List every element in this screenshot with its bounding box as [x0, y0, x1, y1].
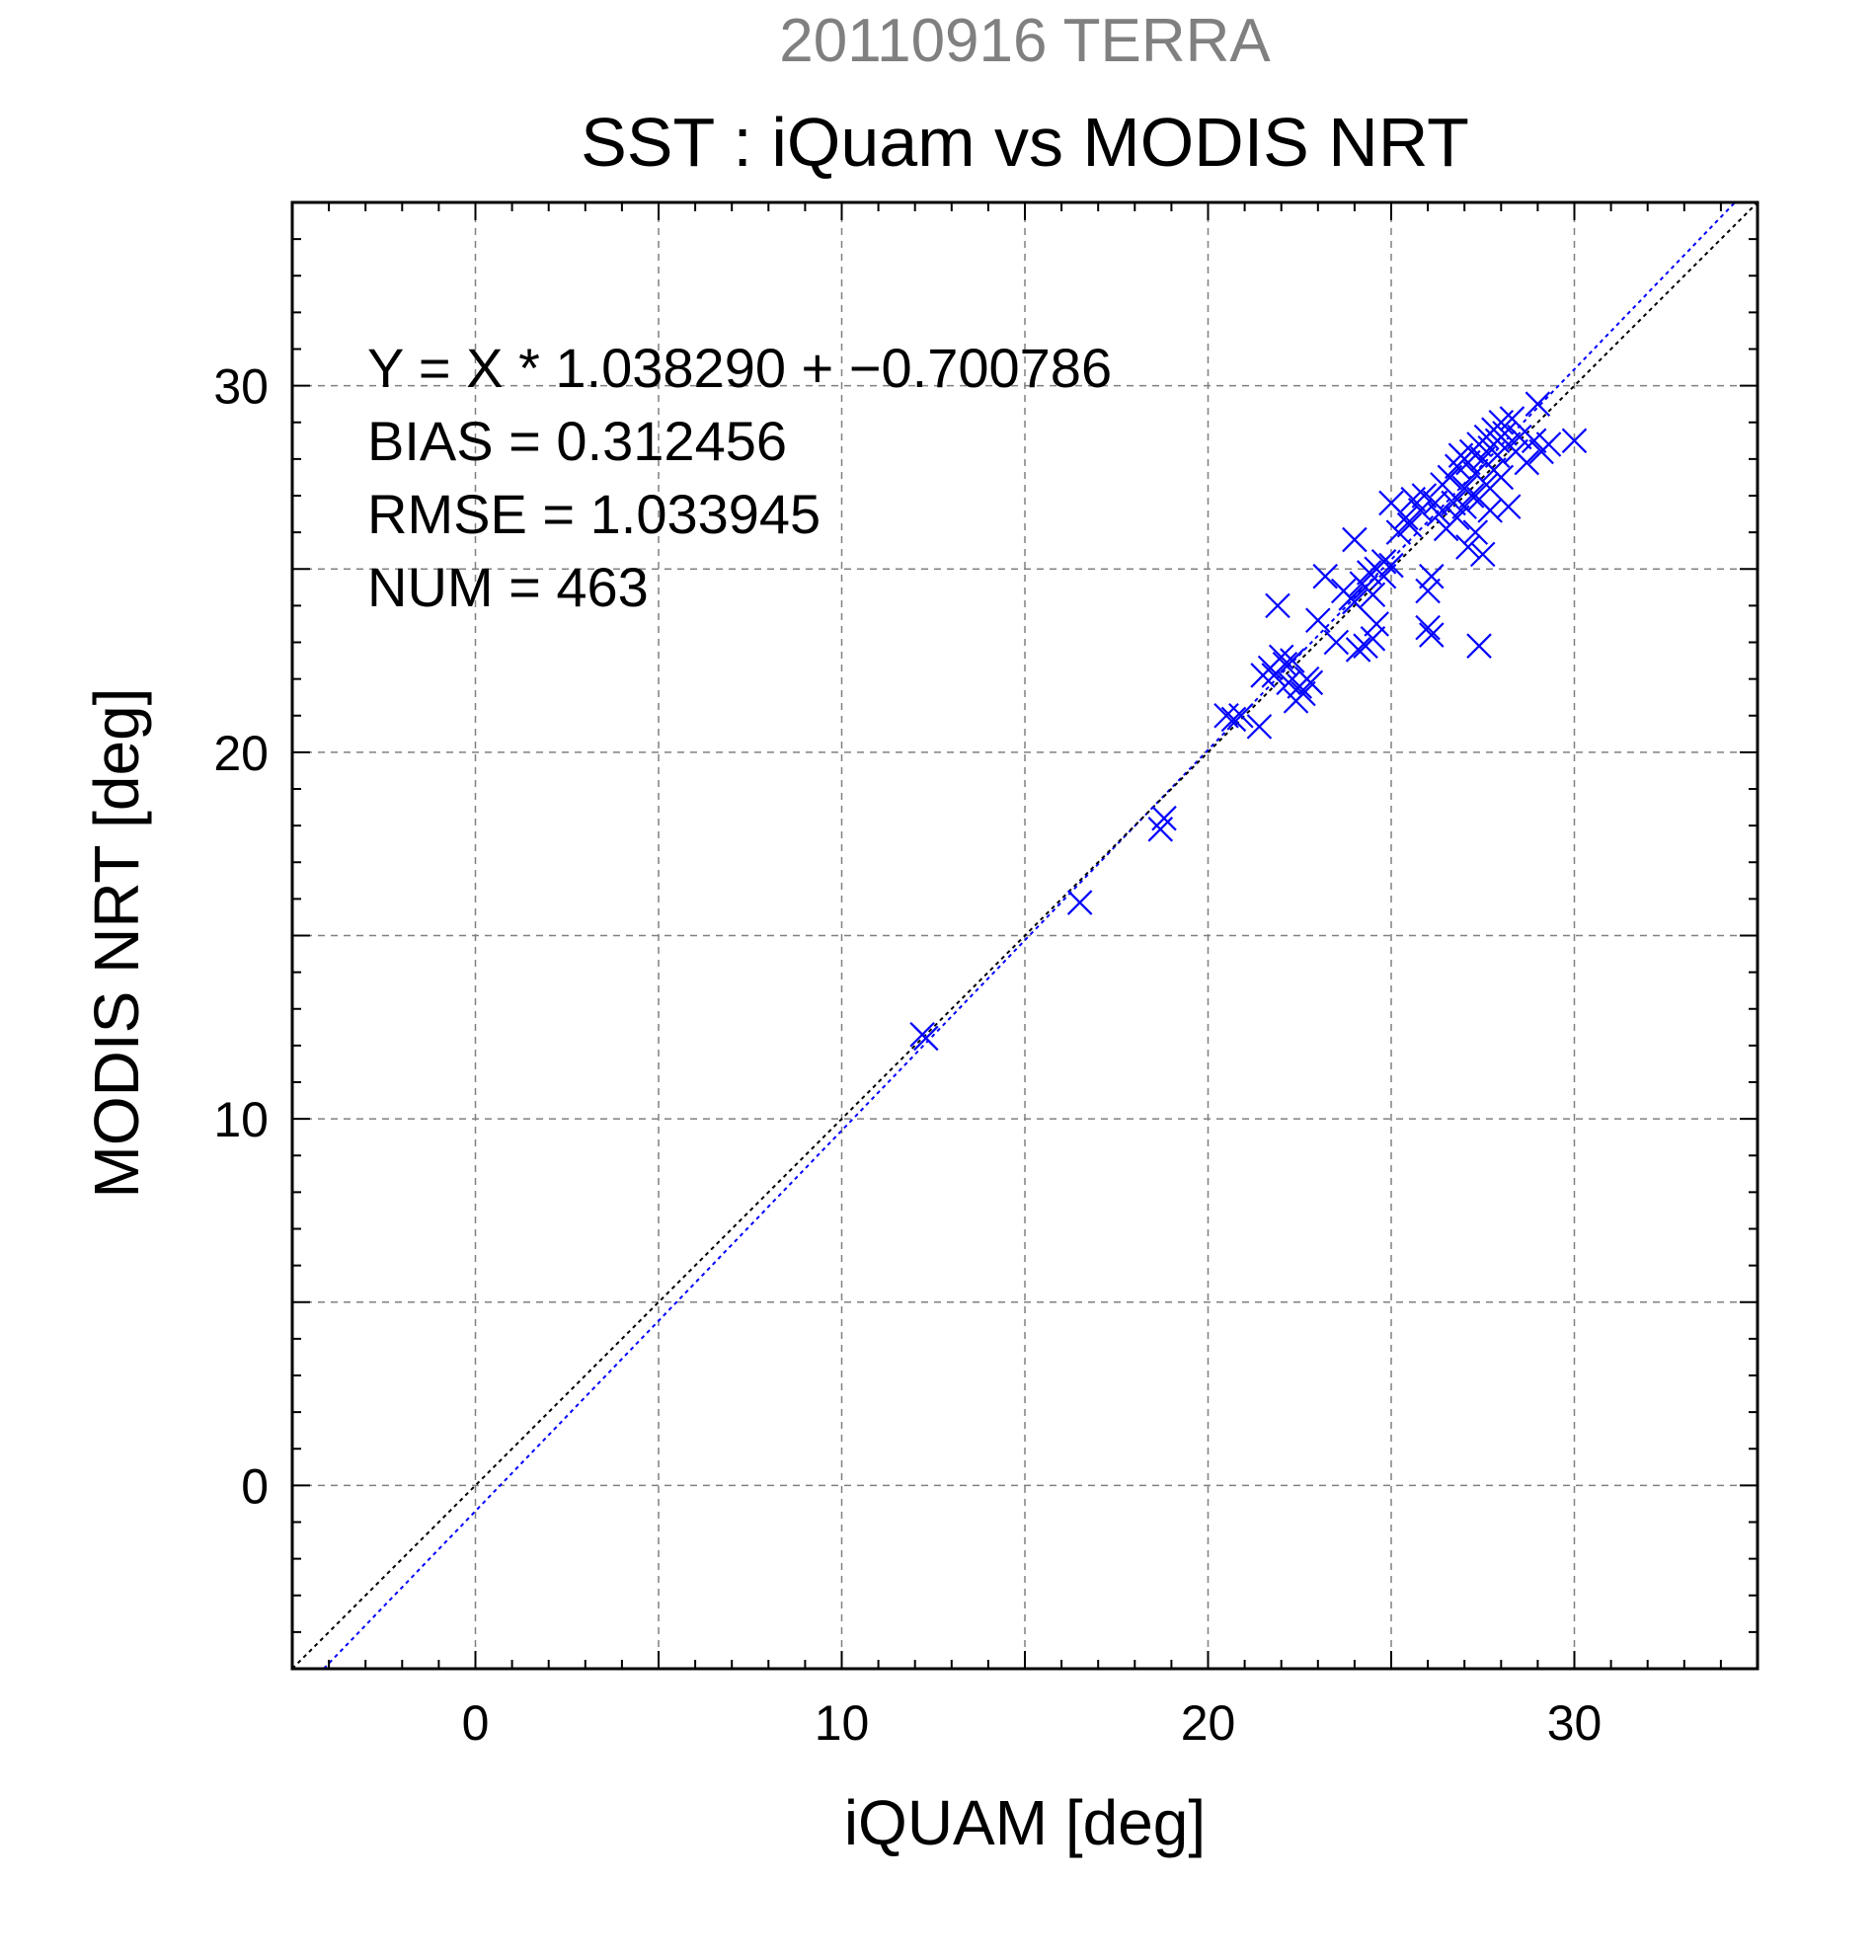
data-point [1396, 511, 1423, 538]
data-point [1437, 464, 1463, 491]
data-point [1370, 549, 1397, 575]
x-tick-label: 30 [1547, 1695, 1602, 1751]
data-point [1393, 505, 1419, 531]
data-point [1488, 464, 1515, 491]
data-points [909, 391, 1588, 1052]
num-text: NUM = 463 [367, 556, 649, 618]
data-point [1290, 680, 1316, 707]
plot-frame [290, 200, 1759, 1671]
data-point [1246, 714, 1273, 740]
chart-supertitle: 20110916 TERRA [779, 7, 1271, 75]
rmse-text: RMSE = 1.033945 [367, 483, 821, 545]
data-point [1445, 505, 1470, 531]
reference-lines [291, 201, 1759, 1670]
data-point [1524, 391, 1551, 417]
data-point [1455, 534, 1481, 560]
data-point [1280, 648, 1305, 673]
data-point [913, 1025, 939, 1052]
axis-ticks: 0 10 20 30 0 10 20 30 [213, 201, 1759, 1751]
data-point [1477, 498, 1503, 523]
one-to-one-line [291, 201, 1759, 1670]
data-point [1364, 611, 1389, 637]
bias-text: BIAS = 0.312456 [367, 410, 787, 472]
data-point [1356, 560, 1382, 586]
data-point [1342, 588, 1368, 615]
data-point [1514, 449, 1540, 476]
data-point [1507, 424, 1532, 450]
data-point [1411, 483, 1438, 509]
data-point [1297, 669, 1324, 696]
y-tick-label: 10 [213, 1092, 269, 1147]
grid [292, 202, 1758, 1669]
data-point [1499, 406, 1525, 431]
data-point [1378, 552, 1404, 579]
x-axis-label: iQUAM [deg] [844, 1787, 1206, 1858]
data-point [1521, 428, 1547, 454]
data-point [1469, 541, 1496, 568]
data-point [1415, 578, 1441, 604]
data-point [1323, 629, 1350, 656]
data-point [1466, 633, 1492, 659]
chart-title: SST : iQuam vs MODIS NRT [581, 104, 1469, 181]
data-point [1473, 472, 1500, 498]
data-point [1419, 563, 1445, 589]
data-point [1272, 651, 1298, 677]
data-point [1342, 526, 1368, 553]
x-tick-label: 10 [815, 1695, 870, 1751]
data-point [1385, 519, 1412, 545]
data-point [1345, 637, 1371, 663]
regression-equation: Y = X * 1.038290 + −0.700786 [367, 337, 1112, 399]
y-tick-label: 30 [213, 359, 269, 415]
data-point [1360, 626, 1386, 652]
data-point [1066, 890, 1093, 915]
y-tick-label: 0 [241, 1458, 269, 1514]
data-point [1561, 428, 1588, 454]
y-axis-label: MODIS NRT [deg] [81, 688, 152, 1199]
data-point [1535, 431, 1562, 457]
data-point [1360, 582, 1386, 608]
data-point [1458, 483, 1485, 509]
data-point [1312, 563, 1338, 589]
data-point [1415, 614, 1441, 641]
data-point [1265, 592, 1290, 619]
x-tick-label: 20 [1181, 1695, 1236, 1751]
data-point [1151, 805, 1177, 831]
data-point [1495, 494, 1522, 519]
data-point [1419, 622, 1445, 648]
x-tick-label: 0 [462, 1695, 490, 1751]
data-point [1220, 706, 1247, 733]
data-point [1462, 519, 1489, 545]
y-tick-label: 20 [213, 726, 269, 781]
data-point [1213, 702, 1239, 729]
data-point [1451, 494, 1477, 519]
data-point [1228, 702, 1254, 729]
stats-annotation: Y = X * 1.038290 + −0.700786 BIAS = 0.31… [367, 337, 1112, 618]
data-point [1305, 607, 1331, 634]
